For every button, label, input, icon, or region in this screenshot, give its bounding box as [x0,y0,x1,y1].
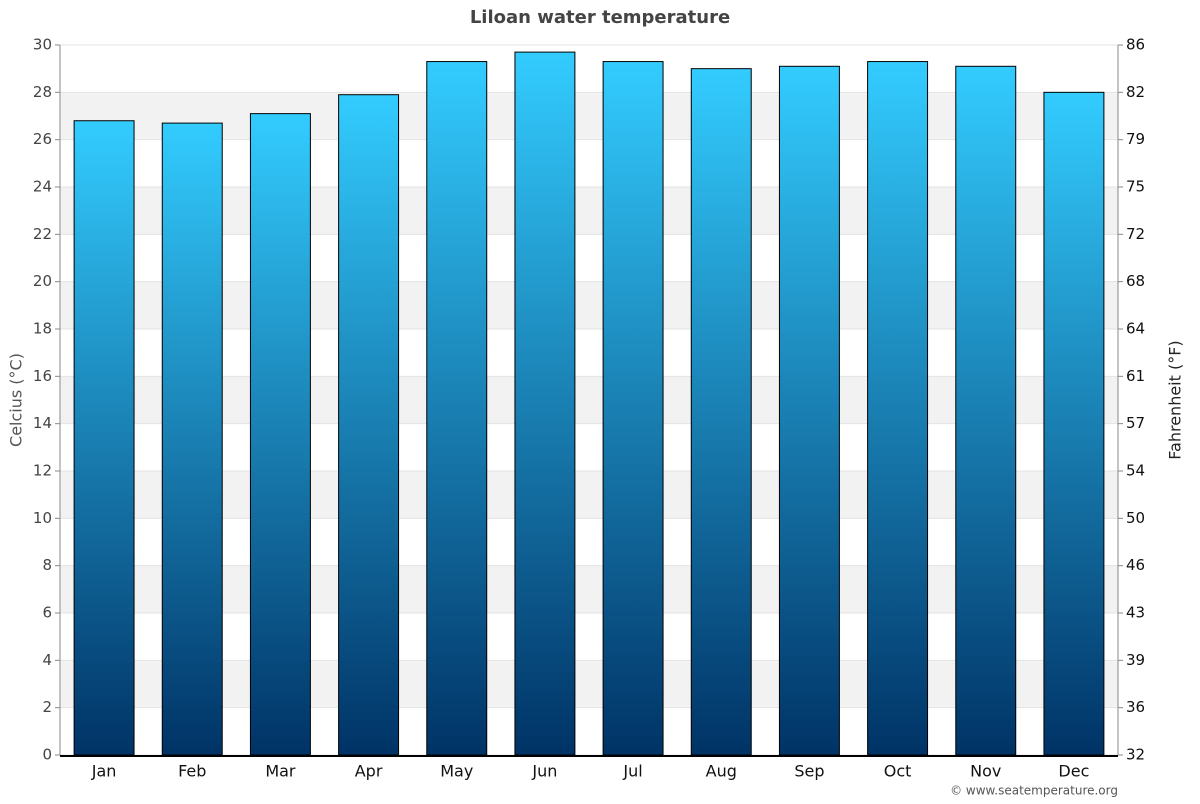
x-tick-label: Mar [265,762,296,781]
grid-band [60,92,1118,140]
y2-tick-label: 50 [1126,509,1145,527]
y2-tick-label: 82 [1126,83,1145,101]
bar [690,68,752,756]
y2-tick-label: 75 [1126,178,1145,196]
y-tick-label: 0 [42,746,52,764]
grid-band [60,187,1118,235]
y-tick-label: 14 [33,414,52,432]
x-tick-label: Apr [355,762,383,781]
y2-tick-label: 43 [1126,604,1145,622]
y-tick-label: 28 [33,83,52,101]
y2-tick-label: 68 [1126,272,1145,290]
y2-tick-label: 54 [1126,462,1145,480]
bar [602,61,664,756]
y2-tick-label: 57 [1126,414,1145,432]
y-tick-label: 18 [33,320,52,338]
y2-tick-label: 72 [1126,225,1145,243]
x-tick-label: Dec [1058,762,1089,781]
y2-tick-label: 46 [1126,556,1145,574]
y-tick-label: 24 [33,178,52,196]
grid-band [60,471,1118,519]
grid-band [60,376,1118,424]
x-tick-label: Aug [706,762,737,781]
y-tick-label: 2 [42,698,52,716]
y2-tick-label: 64 [1126,320,1145,338]
grid-band [60,565,1118,613]
chart-title: Liloan water temperature [470,7,730,28]
bar [426,61,488,756]
x-tick-label: Oct [884,762,912,781]
y-tick-label: 6 [42,604,52,622]
x-tick-label: Sep [794,762,824,781]
y-tick-label: 26 [33,130,52,148]
x-tick-label: Jul [622,762,642,781]
bar [161,122,223,756]
bar [514,51,576,756]
y2-tick-label: 36 [1126,698,1145,716]
grid-band [60,660,1118,708]
y-tick-label: 8 [42,556,52,574]
x-tick-label: Feb [178,762,206,781]
y2-tick-label: 61 [1126,367,1145,385]
bar [867,61,929,756]
bar [73,120,135,756]
y2-tick-label: 39 [1126,651,1145,669]
y-tick-label: 12 [33,462,52,480]
grid-band [60,281,1118,329]
bar [778,65,840,756]
bar [955,65,1017,756]
y-tick-label: 4 [42,651,52,669]
y-tick-label: 22 [33,225,52,243]
y-axis-title: Celcius (°C) [7,353,26,447]
y-tick-label: 10 [33,509,52,527]
x-tick-label: Nov [970,762,1001,781]
y-tick-label: 20 [33,272,52,290]
y-tick-label: 30 [33,36,52,54]
y2-tick-label: 86 [1126,36,1145,54]
x-tick-label: May [440,762,473,781]
y2-tick-label: 32 [1126,746,1145,764]
bar [1043,91,1105,756]
bar [338,94,400,756]
y2-tick-label: 79 [1126,130,1145,148]
y2-axis-title: Fahrenheit (°F) [1166,340,1185,459]
credit: © www.seatemperature.org [950,784,1118,798]
x-tick-label: Jun [531,762,557,781]
bar [249,113,311,756]
x-tick-label: Jan [91,762,117,781]
y-tick-label: 16 [33,367,52,385]
